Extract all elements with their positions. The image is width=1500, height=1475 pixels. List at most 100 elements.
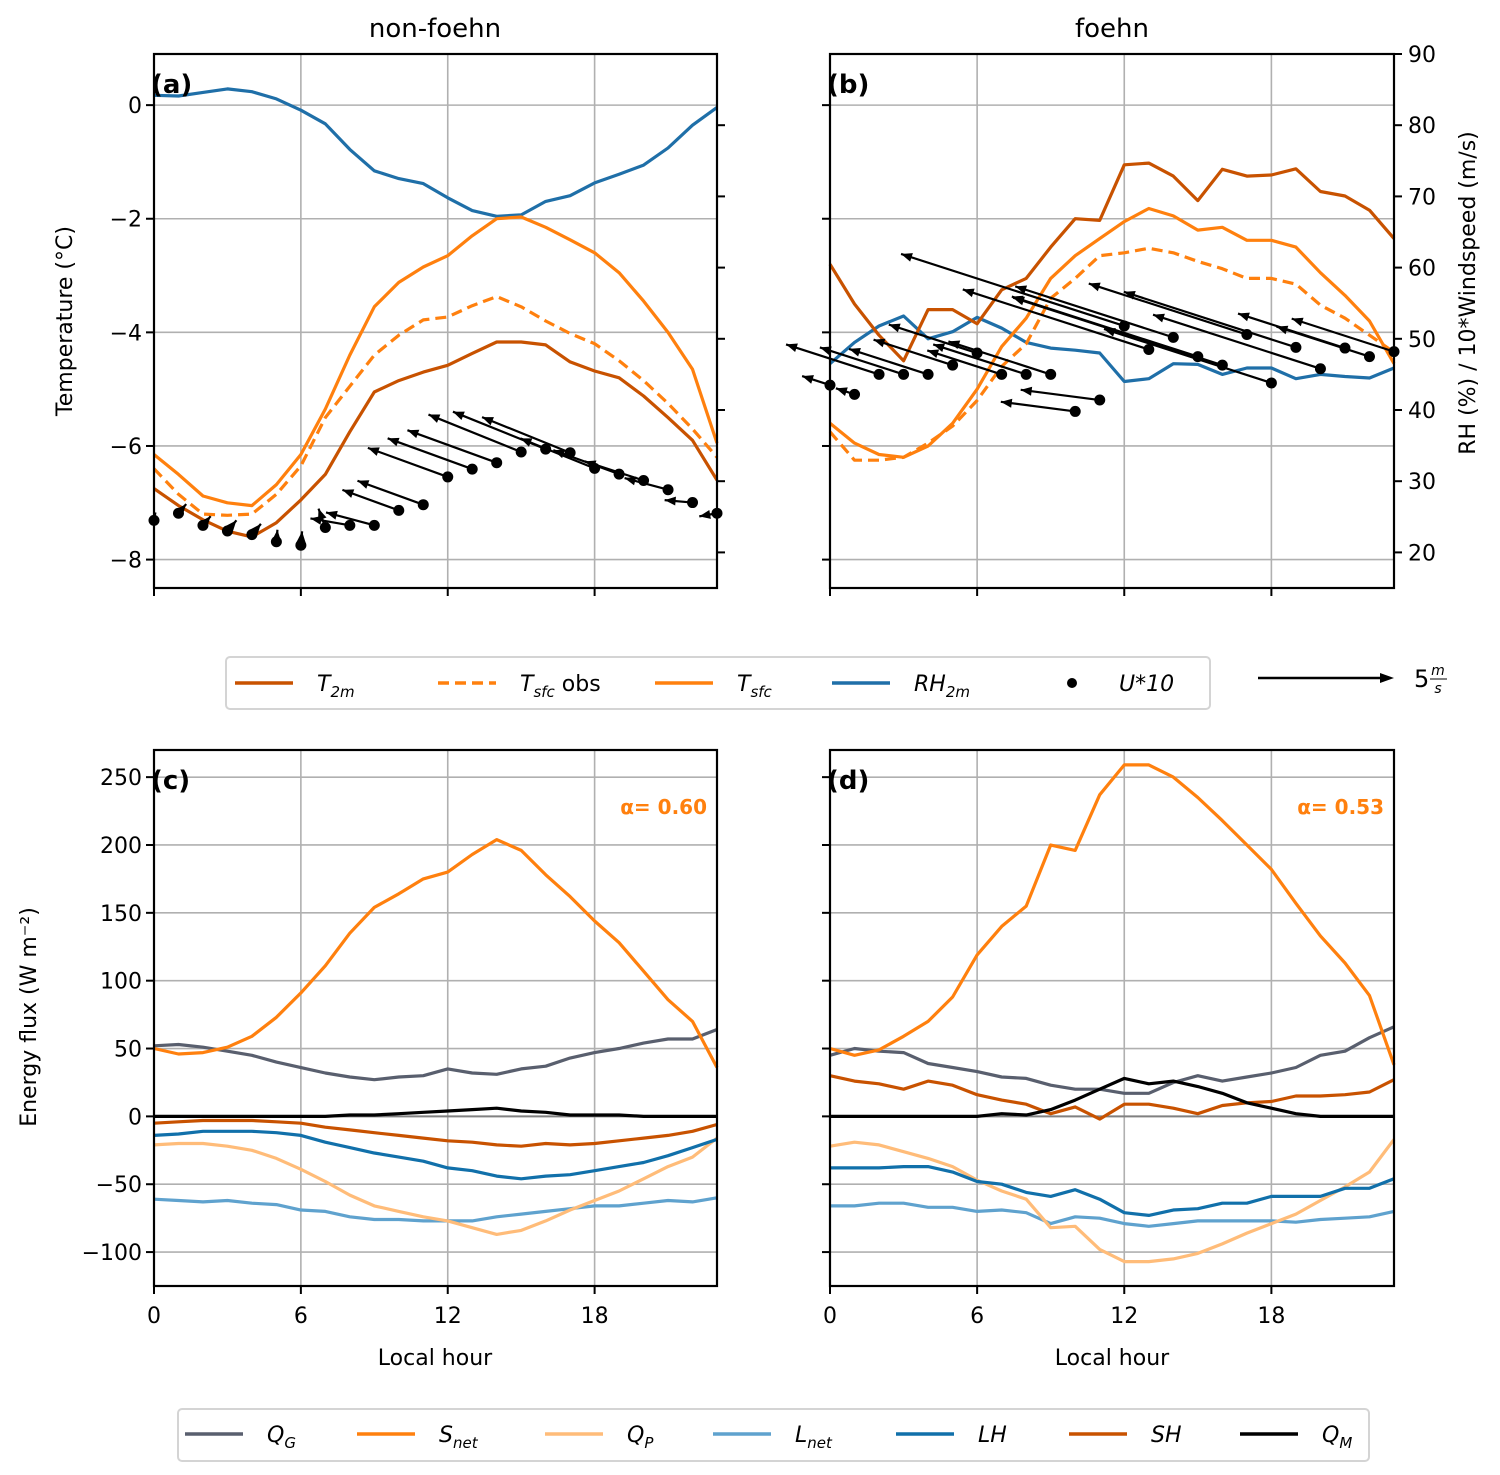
wind-arrowhead	[452, 411, 465, 420]
wind-arrowhead	[520, 438, 533, 447]
legend-label: SH	[1151, 1423, 1182, 1448]
legend-label-sub: net	[807, 1434, 833, 1452]
wind-arrow-shaft	[1152, 313, 1321, 370]
wind-arrowhead	[933, 343, 946, 353]
wind-dot	[491, 457, 503, 469]
legend-item-lh: LH	[896, 1423, 1007, 1448]
x-tick-label: 12	[1110, 1304, 1138, 1329]
wind-dot	[1045, 368, 1057, 380]
wind-arrowhead	[901, 253, 913, 262]
wind-dot	[197, 519, 209, 531]
wind-arrow-shaft	[1103, 327, 1272, 384]
series-line-sh	[153, 1118, 718, 1148]
legend-item-tsfc-obs: Tsfc obs	[438, 672, 601, 701]
y-tick-label: 250	[100, 766, 142, 791]
series-line-tsfc-obs	[152, 295, 719, 517]
quiver-key-arrowhead	[1380, 673, 1394, 683]
wind-arrow-shaft	[932, 343, 1027, 376]
series-line-qg	[829, 1025, 1395, 1095]
panel-a-ylabel: Temperature (°C)	[53, 226, 78, 417]
legend-item-rh2m: RH2m	[832, 672, 970, 701]
wind-dot	[172, 507, 184, 519]
wind-arrow-shaft	[819, 346, 904, 376]
y-tick-label: 0	[128, 1105, 142, 1130]
legend-label-sub: net	[453, 1434, 479, 1452]
wind-arrowhead	[624, 476, 637, 486]
y2-tick-label: 70	[1408, 185, 1436, 210]
wind-dot	[1363, 351, 1375, 363]
wind-arrowhead	[1291, 317, 1304, 327]
wind-dot	[319, 521, 331, 533]
panel-b: 20 30 40 50 60 70 80 90 (b)	[785, 43, 1436, 596]
wind-dot	[1314, 363, 1326, 375]
legend-label: RH2m	[914, 672, 970, 701]
wind-dot	[873, 368, 885, 380]
series-line-lh	[830, 1164, 1395, 1218]
wind-arrowhead	[296, 531, 306, 543]
legend-label-sub: P	[644, 1434, 654, 1452]
wind-dot	[687, 497, 699, 509]
legend-label-main: T	[317, 672, 332, 697]
wind-arrowhead	[250, 523, 261, 536]
legend-label: U*10	[1119, 672, 1174, 697]
legend-label: Snet	[439, 1423, 479, 1452]
wind-arrowhead	[1000, 398, 1013, 408]
wind-arrow-shaft	[387, 437, 473, 471]
series-line-qp	[829, 1138, 1396, 1264]
legend-item-qp: QP	[545, 1423, 654, 1452]
wind-arrow-shaft	[888, 323, 978, 355]
wind-dot	[1265, 377, 1277, 389]
legend-label-sub: G	[284, 1434, 296, 1452]
x-tick-label: 0	[823, 1304, 837, 1329]
legend-label-main: L	[795, 1423, 807, 1448]
wind-arrow-shaft	[948, 340, 1052, 376]
legend-label: T2m	[317, 672, 355, 701]
y2-tick-label: 40	[1408, 399, 1436, 424]
legend-item-sh: SH	[1069, 1423, 1182, 1448]
series-line-lnet	[153, 1196, 718, 1223]
wind-arrow-shaft	[848, 347, 929, 376]
wind-arrowhead	[357, 480, 370, 489]
legend-label: Tsfc	[737, 672, 773, 701]
wind-arrowhead	[428, 414, 441, 423]
wind-arrowhead	[367, 447, 380, 456]
wind-dot	[442, 471, 454, 483]
x-tick-label: 0	[147, 1304, 161, 1329]
wind-arrowhead	[225, 520, 237, 532]
wind-arrow-shaft	[481, 416, 571, 454]
y-tick-label: 50	[114, 1038, 142, 1063]
albedo-annotation: α= 0.60	[620, 795, 707, 819]
series-line-qp	[153, 1136, 718, 1237]
wind-dot	[344, 519, 356, 531]
wind-dot	[898, 368, 910, 380]
y2-tick-label: 90	[1408, 43, 1436, 68]
wind-arrow-shaft	[1276, 325, 1370, 358]
legend-label-sub: 2m	[330, 683, 354, 701]
y-tick-label: −100	[82, 1241, 142, 1266]
panel-b-y2label: RH (%) / 10*Windspeed (m/s)	[1456, 131, 1481, 455]
wind-arrowhead	[584, 460, 597, 470]
series-line-snet	[153, 837, 719, 1069]
series-line-lnet	[830, 1201, 1395, 1228]
wind-arrow-shaft	[1014, 285, 1174, 339]
series-line-tsfc-obs	[828, 246, 1395, 462]
legend-label-main: S	[439, 1423, 453, 1448]
x-tick-label: 6	[970, 1304, 984, 1329]
wind-arrowhead	[849, 347, 861, 357]
series-line-qm	[154, 1106, 717, 1119]
y-tick-label: −8	[110, 549, 142, 574]
y2-tick-label: 60	[1408, 257, 1436, 282]
panel-letter: (d)	[827, 766, 869, 796]
legend-bottom: QG Snet QP Lnet LH SH QM	[177, 1408, 1370, 1462]
wind-arrow-shaft	[785, 343, 880, 376]
wind-arrowhead	[786, 343, 798, 353]
wind-arrowhead	[1015, 285, 1028, 295]
panel-d-xlabel: Local hour	[1055, 1346, 1170, 1371]
wind-dot	[1167, 331, 1179, 343]
legend-item-u10: U*10	[1067, 672, 1174, 697]
legend-label-main: T	[737, 672, 752, 697]
wind-dot	[221, 525, 233, 537]
wind-dot	[417, 499, 429, 511]
legend-label-sub: 2m	[946, 683, 970, 701]
legend-label-main: U*10	[1119, 672, 1174, 697]
